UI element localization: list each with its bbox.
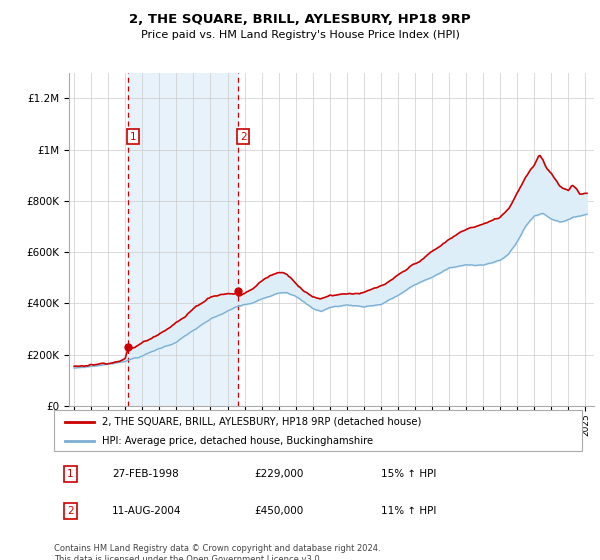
Text: 1: 1 — [67, 469, 74, 479]
Text: 2: 2 — [67, 506, 74, 516]
Text: 15% ↑ HPI: 15% ↑ HPI — [382, 469, 437, 479]
Text: £450,000: £450,000 — [254, 506, 304, 516]
Text: Contains HM Land Registry data © Crown copyright and database right 2024.
This d: Contains HM Land Registry data © Crown c… — [54, 544, 380, 560]
Text: Price paid vs. HM Land Registry's House Price Index (HPI): Price paid vs. HM Land Registry's House … — [140, 30, 460, 40]
Text: 11% ↑ HPI: 11% ↑ HPI — [382, 506, 437, 516]
Text: 2: 2 — [240, 132, 247, 142]
Text: £229,000: £229,000 — [254, 469, 304, 479]
Text: 27-FEB-1998: 27-FEB-1998 — [112, 469, 179, 479]
Text: 11-AUG-2004: 11-AUG-2004 — [112, 506, 182, 516]
Text: HPI: Average price, detached house, Buckinghamshire: HPI: Average price, detached house, Buck… — [101, 436, 373, 446]
FancyBboxPatch shape — [54, 410, 582, 451]
Text: 1: 1 — [130, 132, 136, 142]
Text: 2, THE SQUARE, BRILL, AYLESBURY, HP18 9RP: 2, THE SQUARE, BRILL, AYLESBURY, HP18 9R… — [129, 13, 471, 26]
Text: 2, THE SQUARE, BRILL, AYLESBURY, HP18 9RP (detached house): 2, THE SQUARE, BRILL, AYLESBURY, HP18 9R… — [101, 417, 421, 427]
Bar — [128, 73, 238, 406]
